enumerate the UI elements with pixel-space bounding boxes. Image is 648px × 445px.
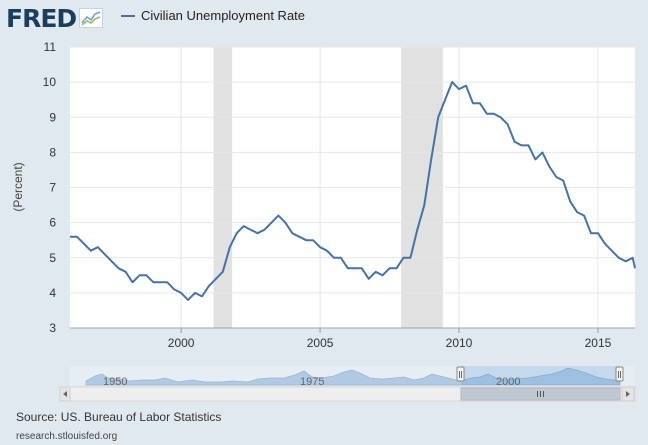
- y-axis-ticks: 3 4 5 6 7 8 9 10 11: [43, 40, 57, 335]
- logo-text: FRED: [6, 3, 77, 33]
- y-tick-label: 4: [49, 286, 56, 300]
- navigator-overview-area: [85, 367, 621, 386]
- x-tick-label: 2015: [585, 336, 612, 350]
- x-tick-label: 2010: [446, 336, 473, 350]
- legend-line-swatch: [121, 14, 135, 17]
- y-tick-label: 8: [49, 145, 56, 159]
- navigator-left-handle[interactable]: [456, 366, 465, 382]
- x-tick-label: 2005: [307, 336, 334, 350]
- series-layer: [70, 81, 636, 301]
- scroll-right-button[interactable]: [621, 386, 635, 402]
- legend-series-label: Civilian Unemployment Rate: [141, 8, 306, 23]
- scrollbar[interactable]: [59, 386, 636, 402]
- series-line-0[interactable]: [70, 81, 636, 301]
- y-tick-label: 7: [49, 181, 56, 195]
- navigator-selected-range[interactable]: [461, 366, 620, 385]
- gridlines: [70, 46, 635, 333]
- source-note: Source: US. Bureau of Labor Statistics: [16, 410, 222, 424]
- scrollbar-thumb-grip-icon: [537, 391, 544, 397]
- y-tick-label: 9: [49, 110, 56, 124]
- navigator-label-1975: 1975: [300, 376, 324, 388]
- scroll-left-button[interactable]: [59, 386, 71, 402]
- legend[interactable]: Civilian Unemployment Rate: [121, 8, 305, 23]
- navigator-right-handle[interactable]: [615, 366, 624, 382]
- y-tick-label: 6: [49, 216, 56, 230]
- right-arrow-icon: [626, 391, 630, 397]
- y-axis-title: (Percent): [11, 162, 25, 211]
- x-axis-ticks: 2000 2005 2010 2015: [168, 336, 612, 350]
- y-tick-label: 5: [49, 251, 56, 265]
- y-tick-label: 3: [49, 321, 56, 335]
- chart-header: FRED Civilian Unemployment Rate: [0, 0, 648, 36]
- navigator-label-2000: 2000: [496, 376, 520, 388]
- navigator-label-1950: 1950: [103, 376, 127, 388]
- left-arrow-icon: [63, 391, 67, 397]
- x-tick-label: 2000: [168, 336, 195, 350]
- y-tick-label: 11: [44, 40, 57, 54]
- y-tick-label: 10: [43, 75, 57, 89]
- fred-logo[interactable]: FRED: [6, 3, 104, 33]
- credit-link[interactable]: research.stlouisfed.org: [16, 431, 118, 442]
- navigator[interactable]: 1950 1975 2000: [70, 366, 635, 388]
- logo-graph-icon: [79, 8, 104, 28]
